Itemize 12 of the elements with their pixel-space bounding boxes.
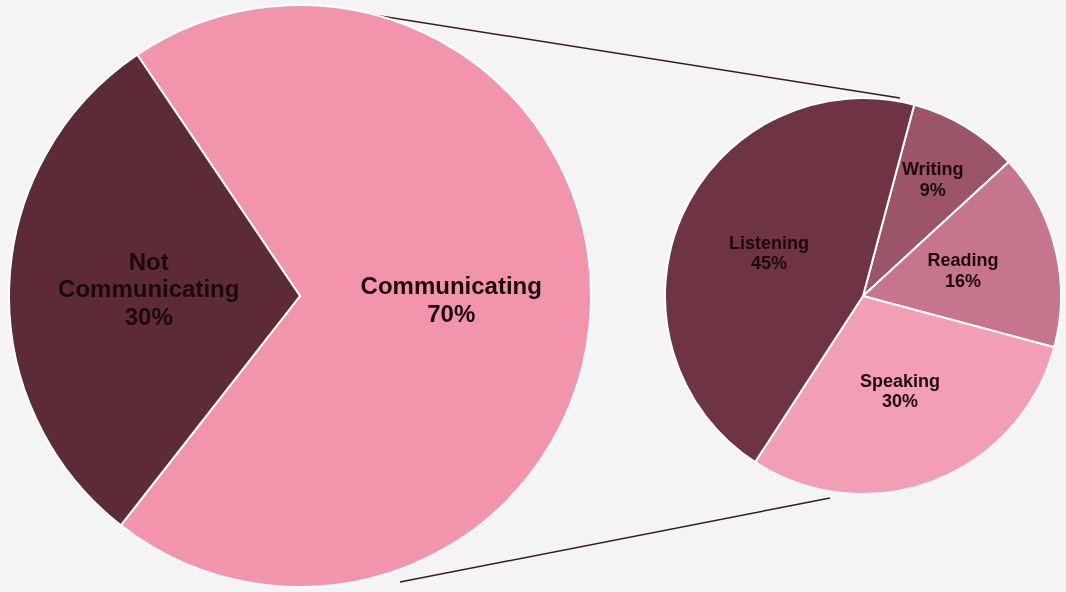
slice-label: Listening [728,232,809,253]
slice-label: Not Communicating [58,247,240,303]
slice-label: Writing [901,159,964,180]
data-label: 30% [124,302,173,330]
data-label: 9% [919,180,946,201]
data-label: 16% [944,270,981,291]
slice-label: Communicating [360,272,542,300]
data-label: 30% [881,391,918,412]
data-label: 45% [750,253,787,274]
slice-label: Reading [927,250,999,271]
data-label: 70% [427,299,476,327]
slice-label: Speaking [859,370,940,391]
